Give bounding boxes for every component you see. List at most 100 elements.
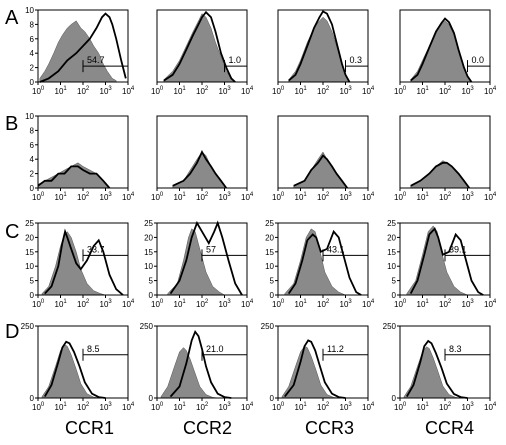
- x-tick-label-a-ccr4-4: 104: [484, 86, 497, 96]
- y-tick-label-b-ccr1-5: 10: [25, 112, 34, 121]
- x-tick-label-b-ccr1-3: 103: [100, 192, 113, 202]
- y-tick-label-c-ccr3-2: 10: [265, 262, 274, 271]
- x-tick-label-d-ccr1-1: 101: [55, 402, 68, 412]
- y-tick-label-a-ccr1-2: 4: [30, 49, 35, 58]
- x-tick-label-a-ccr4-3: 103: [462, 86, 475, 96]
- panel-a-ccr1: 100 101 102 103 104 0 2 4 6 8 10 54.7: [25, 6, 135, 96]
- x-tick-label-a-ccr2-3: 103: [219, 86, 232, 96]
- panel-a-ccr2: 100 101 102 103 104 1.0: [151, 9, 254, 96]
- outline-histogram-b-ccr2: [172, 150, 228, 189]
- gate-value-d-ccr3: 11.2: [327, 344, 344, 354]
- outline-histogram-b-ccr4: [410, 161, 471, 189]
- x-tick-label-c-ccr3-1: 101: [295, 299, 308, 309]
- x-tick-label-b-ccr3-0: 100: [272, 192, 285, 202]
- x-tick-label-d-ccr4-4: 104: [484, 402, 497, 412]
- y-tick-label-c-ccr1-1: 5: [30, 277, 35, 286]
- x-tick-label-b-ccr2-1: 101: [174, 192, 187, 202]
- filled-histogram-d-ccr3: [281, 345, 341, 399]
- x-tick-label-d-ccr4-3: 103: [462, 402, 475, 412]
- x-tick-label-a-ccr1-4: 104: [122, 86, 135, 96]
- x-tick-label-c-ccr4-1: 101: [417, 299, 430, 309]
- gate-value-d-ccr1: 8.5: [87, 344, 100, 354]
- x-tick-label-a-ccr4-1: 101: [417, 86, 430, 96]
- x-tick-label-c-ccr1-1: 101: [55, 299, 68, 309]
- y-tick-label-d-ccr4-0: 0: [392, 394, 397, 403]
- outline-histogram-c-ccr4: [409, 227, 484, 296]
- x-tick-label-c-ccr3-2: 102: [317, 299, 330, 309]
- y-tick-label-c-ccr1-4: 20: [25, 233, 34, 242]
- outline-histogram-d-ccr1: [44, 340, 106, 399]
- x-tick-label-d-ccr1-0: 100: [32, 402, 45, 412]
- x-tick-label-b-ccr2-4: 104: [241, 192, 254, 202]
- x-tick-label-d-ccr4-1: 101: [417, 402, 430, 412]
- y-tick-label-c-ccr1-0: 0: [30, 291, 35, 300]
- y-tick-label-c-ccr4-2: 10: [387, 262, 396, 271]
- x-tick-label-b-ccr4-2: 102: [439, 192, 452, 202]
- x-tick-label-c-ccr2-1: 101: [174, 299, 187, 309]
- outline-histogram-b-ccr3: [293, 154, 349, 189]
- panel-b-ccr4: 100 101 102 103 104: [394, 115, 497, 202]
- panel-a-ccr4: 100 101 102 103 104 0.0: [394, 9, 497, 96]
- y-tick-label-c-ccr2-2: 10: [144, 262, 153, 271]
- x-tick-label-b-ccr1-4: 104: [122, 192, 135, 202]
- x-tick-label-d-ccr3-2: 102: [317, 402, 330, 412]
- outline-histogram-c-ccr1: [44, 228, 124, 296]
- y-tick-label-a-ccr1-5: 10: [25, 6, 34, 15]
- x-tick-label-a-ccr3-1: 101: [295, 86, 308, 96]
- y-tick-label-c-ccr4-3: 15: [387, 248, 396, 257]
- y-tick-label-c-ccr3-5: 25: [265, 219, 274, 228]
- panel-d-ccr3: 100 101 102 103 104 0 250 11.2: [261, 322, 375, 412]
- y-tick-label-d-ccr2-1: 250: [140, 322, 154, 331]
- x-tick-label-d-ccr1-2: 102: [77, 402, 90, 412]
- x-tick-label-c-ccr3-4: 104: [362, 299, 375, 309]
- x-tick-label-d-ccr2-4: 104: [241, 402, 254, 412]
- y-tick-label-b-ccr1-2: 4: [30, 155, 35, 164]
- y-tick-label-c-ccr2-4: 20: [144, 233, 153, 242]
- y-tick-label-b-ccr1-3: 6: [30, 141, 35, 150]
- panel-d-ccr2: 100 101 102 103 104 0 250 21.0: [140, 322, 254, 412]
- filled-histogram-c-ccr1: [41, 231, 106, 296]
- x-tick-label-b-ccr2-3: 103: [219, 192, 232, 202]
- x-tick-label-a-ccr1-1: 101: [55, 86, 68, 96]
- gate-value-c-ccr1: 33.7: [87, 244, 105, 254]
- x-tick-label-b-ccr4-3: 103: [462, 192, 475, 202]
- y-tick-label-c-ccr1-3: 15: [25, 248, 34, 257]
- y-tick-label-c-ccr3-4: 20: [265, 233, 274, 242]
- outline-histogram-d-ccr3: [284, 339, 346, 399]
- x-tick-label-a-ccr1-2: 102: [77, 86, 90, 96]
- x-tick-label-b-ccr4-1: 101: [417, 192, 430, 202]
- x-tick-label-b-ccr2-0: 100: [151, 192, 164, 202]
- panel-d-ccr4: 100 101 102 103 104 0 250 8.3: [383, 322, 497, 412]
- x-tick-label-d-ccr2-3: 103: [219, 402, 232, 412]
- gate-value-c-ccr3: 43.1: [327, 244, 345, 254]
- y-tick-label-b-ccr1-0: 0: [30, 184, 35, 193]
- x-tick-label-d-ccr4-2: 102: [439, 402, 452, 412]
- panel-c-ccr3: 100 101 102 103 104 0 5 10 15 20 25 43.1: [265, 219, 375, 309]
- y-tick-label-a-ccr1-0: 0: [30, 78, 35, 87]
- y-tick-label-b-ccr1-4: 8: [30, 126, 35, 135]
- y-tick-label-c-ccr4-4: 20: [387, 233, 396, 242]
- x-tick-label-d-ccr2-1: 101: [174, 402, 187, 412]
- x-tick-label-d-ccr3-4: 104: [362, 402, 375, 412]
- x-tick-label-c-ccr2-3: 103: [219, 299, 232, 309]
- outline-histogram-a-ccr1: [39, 12, 127, 83]
- gate-value-a-ccr1: 54.7: [87, 55, 105, 65]
- x-tick-label-a-ccr3-2: 102: [317, 86, 330, 96]
- gate-value-a-ccr4: 0.0: [472, 55, 485, 65]
- x-tick-label-d-ccr2-2: 102: [196, 402, 209, 412]
- y-tick-label-a-ccr1-1: 2: [30, 64, 35, 73]
- filled-histogram-c-ccr3: [284, 228, 346, 296]
- y-tick-label-a-ccr1-4: 8: [30, 20, 35, 29]
- gate-value-d-ccr2: 21.0: [206, 344, 224, 354]
- row-label-b: B: [5, 113, 18, 135]
- x-tick-label-a-ccr3-4: 104: [362, 86, 375, 96]
- panel-b-ccr2: 100 101 102 103 104: [151, 115, 254, 202]
- y-tick-label-c-ccr2-3: 15: [144, 248, 153, 257]
- column-label-ccr3: CCR3: [305, 418, 354, 438]
- x-tick-label-c-ccr4-2: 102: [439, 299, 452, 309]
- x-tick-label-c-ccr3-0: 100: [272, 299, 285, 309]
- panel-c-ccr2: 100 101 102 103 104 0 5 10 15 20 25 57: [144, 219, 254, 309]
- y-tick-label-d-ccr3-0: 0: [270, 394, 275, 403]
